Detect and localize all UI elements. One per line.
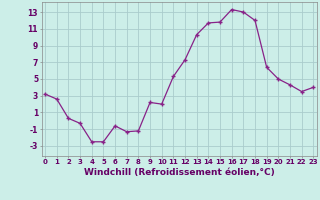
X-axis label: Windchill (Refroidissement éolien,°C): Windchill (Refroidissement éolien,°C): [84, 168, 275, 177]
